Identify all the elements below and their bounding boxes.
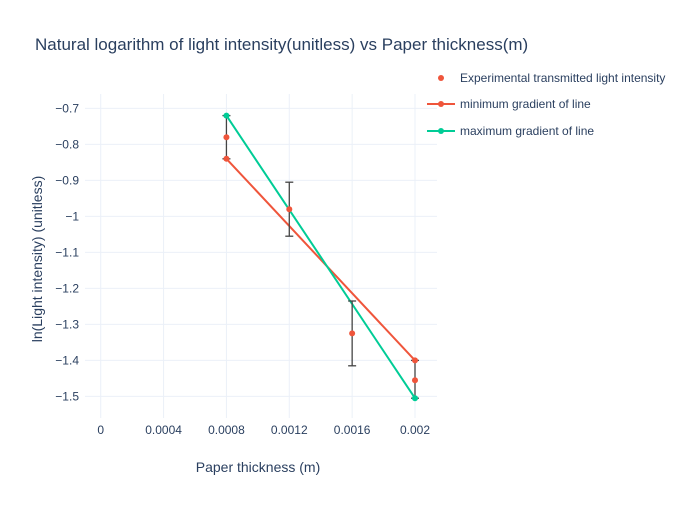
x-tick-label: 0.002 [400, 423, 430, 437]
x-axis-label: Paper thickness (m) [196, 459, 320, 475]
y-tick-label: −0.7 [55, 101, 79, 115]
data-point-series-2[interactable] [412, 395, 418, 402]
y-tick-label: −1.3 [55, 317, 79, 331]
legend-label: minimum gradient of line [460, 97, 591, 111]
x-tick-label: 0.0012 [271, 423, 308, 437]
y-tick-label: −0.9 [55, 173, 79, 187]
data-point-series-0[interactable] [223, 134, 230, 141]
legend-marker-swatch [438, 128, 444, 134]
x-tick-label: 0.0016 [334, 423, 371, 437]
legend[interactable]: Experimental transmitted light intensity… [427, 71, 665, 138]
data-point-series-1[interactable] [412, 357, 418, 364]
legend-item-0[interactable]: Experimental transmitted light intensity [438, 71, 665, 85]
chart-title: Natural logarithm of light intensity(uni… [35, 35, 528, 54]
legend-marker-swatch [438, 75, 444, 81]
x-tick-label: 0.0004 [145, 423, 182, 437]
data-point-series-2[interactable] [223, 112, 230, 119]
y-tick-label: −0.8 [55, 137, 79, 151]
y-tick-label: −1.2 [55, 281, 79, 295]
data-point-series-0[interactable] [349, 330, 356, 337]
series-line-2 [225, 115, 416, 399]
x-tick-label: 0.0008 [208, 423, 245, 437]
legend-label: Experimental transmitted light intensity [460, 71, 665, 85]
series-layer [222, 112, 419, 402]
legend-label: maximum gradient of line [460, 124, 594, 138]
legend-marker-swatch [438, 101, 444, 107]
legend-item-1[interactable]: minimum gradient of line [427, 97, 591, 111]
y-axis-label: ln(Light intensity) (unitless) [29, 176, 45, 343]
x-tick-label: 0 [97, 423, 104, 437]
y-tick-label: −1.4 [55, 353, 79, 367]
legend-item-2[interactable]: maximum gradient of line [427, 124, 594, 138]
y-tick-label: −1.5 [55, 389, 79, 403]
data-point-series-0[interactable] [286, 206, 293, 213]
y-tick-label: −1 [65, 209, 79, 223]
data-point-series-1[interactable] [223, 155, 230, 162]
data-point-series-0[interactable] [412, 377, 418, 384]
tick-label-layer: 0 0.0004 0.0008 0.0012 0.0016 0.002 −0.7 −0.8 −0… [55, 101, 430, 437]
y-tick-label: −1.1 [55, 245, 79, 259]
series-line-1 [225, 158, 416, 362]
